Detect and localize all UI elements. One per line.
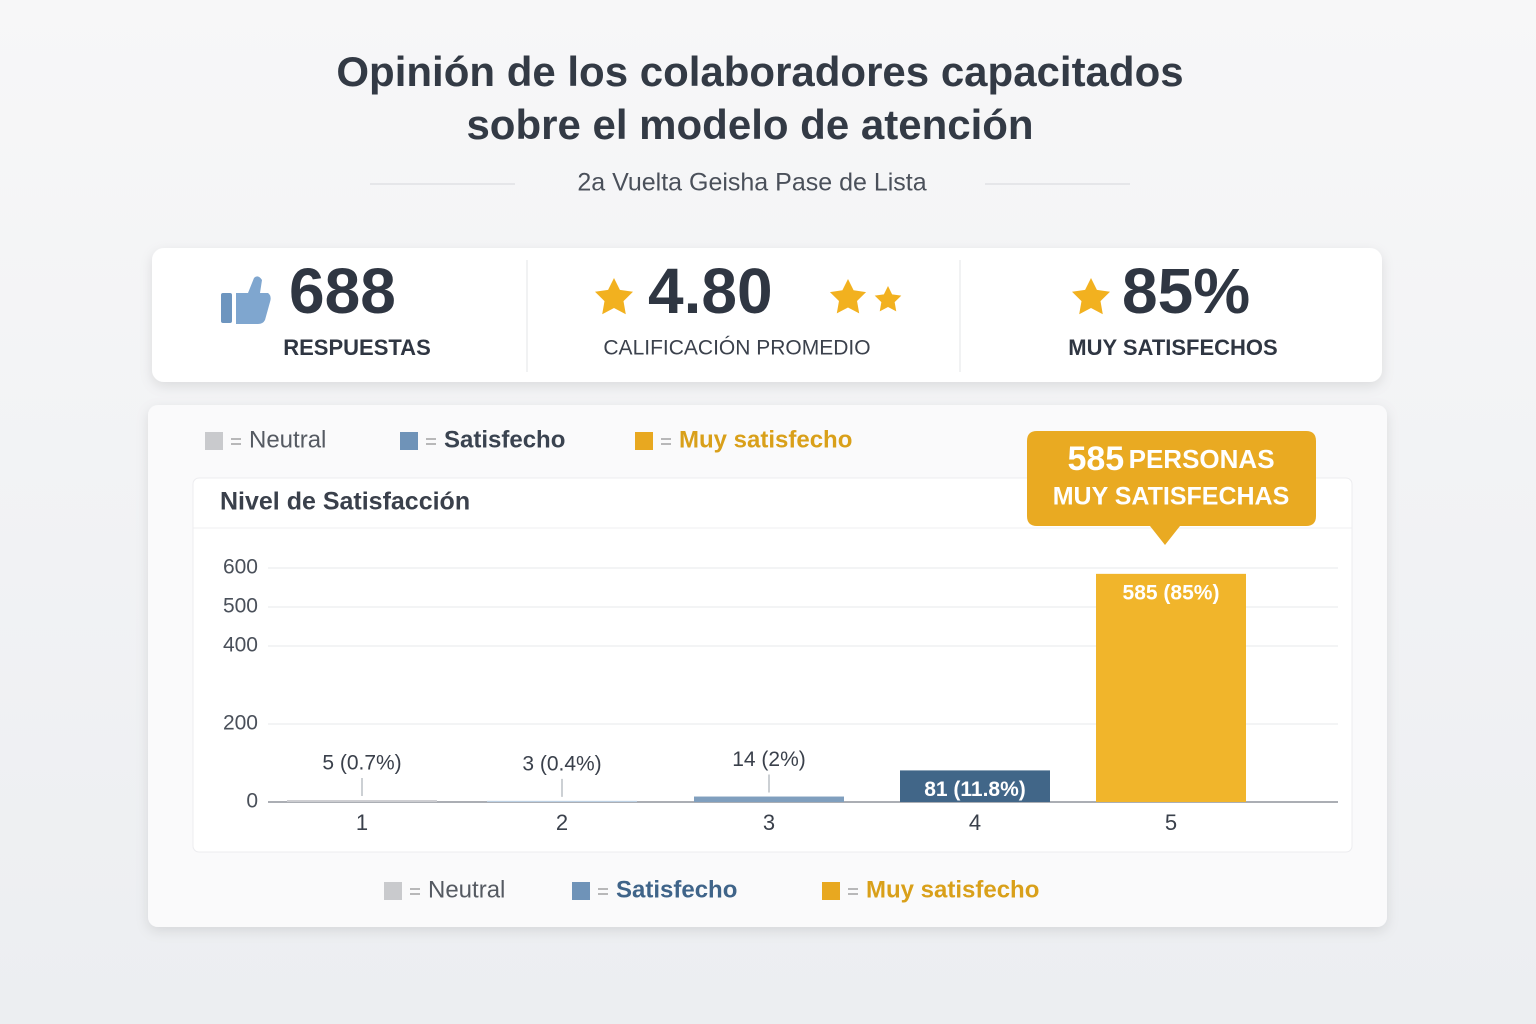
- title-line: sobre el modelo de atención: [466, 101, 1033, 148]
- stat-value: 85%: [1122, 255, 1250, 327]
- value-label: 81 (11.8%): [924, 778, 1026, 801]
- title-line: Opinión de los colaboradores capacitados: [336, 48, 1183, 95]
- subtitle: 2a Vuelta Geisha Pase de Lista: [577, 169, 926, 197]
- legend-swatch: [205, 432, 223, 450]
- bar: [287, 800, 437, 802]
- value-label: 3 (0.4%): [522, 752, 601, 775]
- x-tick-label: 4: [969, 810, 981, 835]
- annotation-text: MUY SATISFECHAS: [1053, 483, 1290, 511]
- bar: [1096, 573, 1246, 802]
- x-tick-label: 3: [763, 810, 775, 835]
- legend-swatch: [572, 882, 590, 900]
- value-label: 5 (0.7%): [322, 752, 401, 775]
- value-label: 14 (2%): [732, 748, 806, 771]
- legend-label: Neutral: [249, 426, 326, 453]
- stat-label: RESPUESTAS: [283, 335, 431, 360]
- stat-label: CALIFICACIÓN PROMEDIO: [603, 337, 870, 360]
- stat-value: 688: [289, 255, 396, 327]
- legend-label: Neutral: [428, 876, 505, 903]
- annotation: 585 PERSONAS MUY SATISFECHAS: [1027, 431, 1316, 545]
- y-tick-label: 500: [223, 595, 258, 618]
- x-tick-label: 2: [556, 810, 568, 835]
- stat-value: 4.80: [648, 255, 773, 327]
- legend-swatch: [384, 882, 402, 900]
- bar: [694, 796, 844, 802]
- legend-label: Muy satisfecho: [866, 876, 1039, 903]
- legend-label: Satisfecho: [616, 876, 737, 903]
- x-tick-label: 5: [1165, 810, 1177, 835]
- stats-card: [152, 248, 1382, 382]
- value-label: 585 (85%): [1123, 581, 1220, 604]
- chart-title: Nivel de Satisfacción: [220, 488, 470, 516]
- annotation-number: 585: [1067, 440, 1124, 478]
- bar: [900, 770, 1050, 802]
- bar: [487, 800, 637, 802]
- y-tick-label: 600: [223, 556, 258, 579]
- y-tick-label: 400: [223, 634, 258, 657]
- legend-swatch: [400, 432, 418, 450]
- thumb-icon: [221, 276, 271, 324]
- legend-label: Muy satisfecho: [679, 426, 852, 453]
- y-tick-label: 200: [223, 712, 258, 735]
- stat-label: MUY SATISFECHOS: [1068, 335, 1277, 360]
- annotation-line: 585 PERSONAS: [1067, 440, 1274, 478]
- annotation-text: PERSONAS: [1129, 444, 1275, 474]
- x-tick-label: 1: [356, 810, 368, 835]
- legend-swatch: [635, 432, 653, 450]
- plot-panel: [192, 477, 1353, 853]
- legend-label: Satisfecho: [444, 426, 565, 453]
- legend-swatch: [822, 882, 840, 900]
- y-tick-label: 0: [246, 790, 258, 813]
